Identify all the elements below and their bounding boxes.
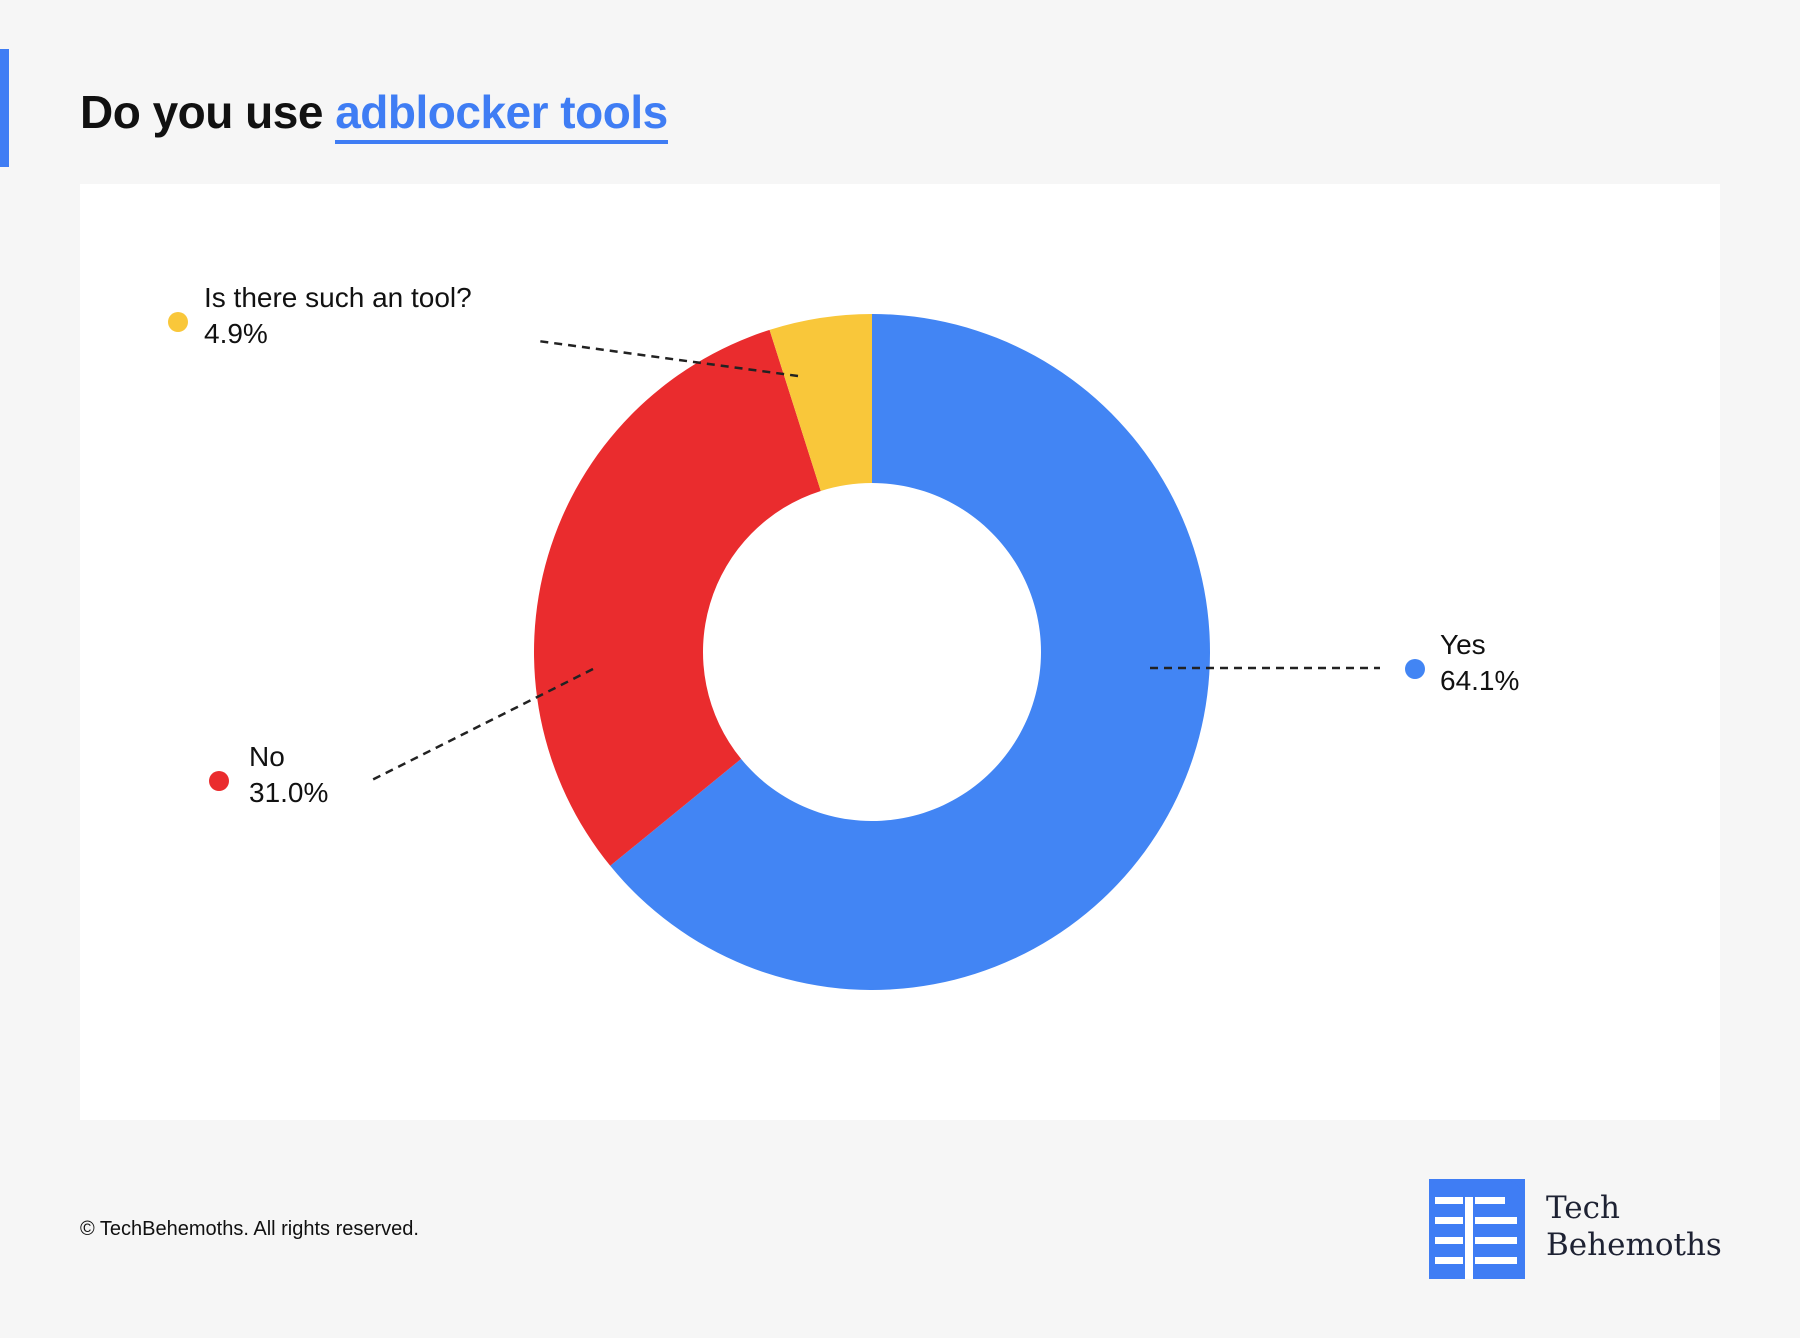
copyright-text: © TechBehemoths. All rights reserved. [80, 1218, 419, 1240]
legend-dot-no [209, 771, 229, 791]
slice-label-yes: Yes [1440, 629, 1486, 660]
slice-value-yes: 64.1% [1440, 665, 1519, 696]
logo-wordmark: Tech Behemoths [1546, 1190, 1722, 1264]
slice-value-is-there-such-an-tool: 4.9% [204, 318, 268, 349]
slice-is-there-such-an-tool [769, 314, 872, 491]
legend-dot-is-there-such-an-tool [168, 312, 188, 332]
slice-value-no: 31.0% [249, 777, 328, 808]
title-highlight: adblocker tools [335, 86, 668, 144]
chart-card: Yes 64.1% No 31.0% Is there such an tool? 4.9… [80, 184, 1720, 1120]
slice-no [534, 329, 821, 866]
callouts-layer: Yes 64.1% No 31.0% Is there such an tool? 4.9… [168, 282, 1519, 808]
legend-dot-yes [1405, 659, 1425, 679]
donut-chart: Yes 64.1% No 31.0% Is there such an tool? 4.9… [168, 282, 1519, 990]
accent-bar [0, 49, 9, 167]
logo-line-1: Tech [1546, 1190, 1620, 1226]
slice-label-is-there-such-an-tool: Is there such an tool? [204, 282, 472, 313]
slices-layer [534, 314, 1210, 990]
slice-yes [610, 314, 1210, 990]
leader-line-is-there-such-an-tool [537, 339, 799, 378]
logo-line-2: Behemoths [1546, 1227, 1722, 1263]
page-title: Do you use adblocker tools [80, 80, 668, 144]
slice-label-no: No [249, 741, 285, 772]
title-prefix: Do you use [80, 86, 323, 138]
techbehemoths-logo-icon [1429, 1179, 1525, 1279]
